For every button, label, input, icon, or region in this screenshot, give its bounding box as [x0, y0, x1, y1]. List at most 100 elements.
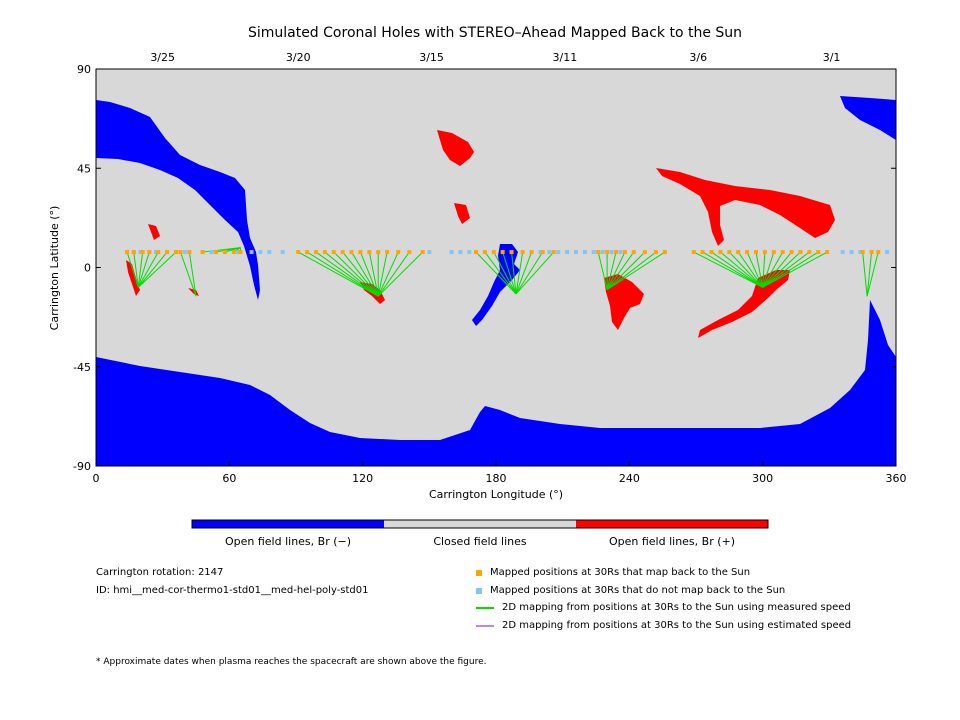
lightblue-square-icon [476, 587, 482, 594]
mapping-line [606, 251, 657, 290]
mapping-line [762, 251, 828, 288]
x-tick-label: 120 [352, 472, 373, 485]
mapping-line [224, 247, 241, 253]
no-map-back-point [209, 250, 214, 255]
map-back-point [140, 250, 145, 255]
no-map-back-point [154, 250, 158, 255]
top-date-label: 3/11 [553, 51, 578, 64]
colorbar-closed [384, 520, 576, 528]
map-back-point [200, 250, 205, 255]
map-back-point [642, 250, 647, 255]
mapping-line [728, 251, 764, 288]
positive-hole-fragment-1 [148, 224, 160, 240]
legend-no-map-back: Mapped positions at 30Rs that do not map… [476, 585, 785, 596]
map-back-point [500, 250, 505, 255]
legend-measured-label: 2D mapping from positions at 30Rs to the… [502, 602, 851, 613]
top-date-label: 3/1 [823, 51, 841, 64]
colorbar-label-positive: Open field lines, Br (+) [609, 535, 735, 548]
north-positive-hole-1 [437, 130, 474, 166]
map-back-point [296, 250, 301, 255]
map-back-point [736, 250, 741, 255]
no-map-back-point [885, 250, 890, 255]
x-tick-label: 360 [886, 472, 907, 485]
no-map-back-point [574, 250, 578, 255]
north-positive-hole-2 [454, 203, 470, 224]
map-back-point [358, 250, 363, 255]
mapping-line [720, 251, 763, 288]
map-back-point [691, 250, 696, 255]
mapping-line [368, 251, 379, 297]
map-back-point [654, 250, 658, 255]
legend-estimated: 2D mapping from positions at 30Rs to the… [476, 620, 851, 631]
mapping-line [755, 251, 764, 288]
no-map-back-point [280, 250, 285, 255]
north-positive-hole-3 [656, 168, 835, 246]
mapping-line [137, 251, 177, 288]
map-back-point [322, 250, 327, 255]
map-back-point [798, 250, 803, 255]
map-back-point [491, 250, 496, 255]
mapping-line [306, 251, 379, 297]
map-back-point [825, 250, 830, 255]
top-date-label: 3/25 [150, 51, 175, 64]
mapping-line [866, 251, 879, 297]
mapping-line [762, 251, 819, 288]
mapping-line [515, 251, 544, 295]
y-tick-label: -90 [73, 460, 91, 473]
map-back-point [367, 250, 372, 255]
no-map-back-point [138, 250, 143, 255]
colorbar-negative [192, 520, 384, 528]
mapping-line [606, 251, 635, 290]
colorbar: Open field lines, Br (−) Closed field li… [191, 519, 769, 548]
map-back-point [231, 250, 236, 255]
colorbar-frame [191, 519, 769, 529]
map-back-point [551, 250, 556, 255]
model-id: ID: hmi__med-cor-thermo1-std01__med-hel-… [96, 585, 369, 596]
mapping-line [475, 251, 517, 295]
map-back-point [131, 250, 136, 255]
map-back-point [762, 250, 767, 255]
x-axis: 0 60 120 180 240 300 360 [93, 461, 907, 485]
legend-no-map-back-label: Mapped positions at 30Rs that do not map… [490, 585, 786, 596]
no-map-back-point [565, 250, 570, 255]
no-map-back-point [267, 250, 272, 255]
mapping-line [333, 251, 379, 297]
map-back-point [631, 250, 636, 255]
mapping-line [866, 252, 873, 297]
map-back-point [780, 250, 785, 255]
colorbar-label-closed: Closed field lines [433, 535, 527, 548]
x-tick-label: 240 [619, 472, 640, 485]
mapping-line [511, 252, 517, 295]
no-map-back-point [582, 250, 587, 255]
y-axis-label: Carrington Latitude (°) [48, 206, 61, 331]
mapping-lines [126, 247, 879, 297]
map-back-point [314, 250, 318, 255]
mapping-line [137, 251, 159, 288]
mapping-line [502, 251, 517, 295]
y-tick-label: 45 [77, 162, 91, 175]
map-back-point [331, 250, 336, 255]
map-back-point [869, 250, 874, 255]
purple-line-icon [476, 624, 494, 627]
no-map-back-point [591, 250, 596, 255]
mapping-line [359, 251, 379, 297]
no-map-back-point [236, 250, 241, 255]
map-back-point [125, 250, 130, 255]
no-map-back-point [547, 250, 552, 255]
map-back-point [407, 250, 412, 255]
green-line-icon [476, 606, 494, 609]
legend-estimated-label: 2D mapping from positions at 30Rs to the… [502, 620, 852, 631]
legend-measured: 2D mapping from positions at 30Rs to the… [476, 602, 851, 613]
no-map-back-point [249, 250, 254, 255]
mapping-line [606, 251, 626, 290]
no-map-back-point [840, 250, 845, 255]
mapping-line [606, 251, 617, 290]
mapping-line [762, 251, 792, 288]
mapping-line [746, 251, 764, 288]
positive-hole-fragment-3 [188, 288, 199, 296]
mapping-line [377, 251, 388, 297]
north-polar-hole-left [96, 100, 260, 300]
orange-square-icon [476, 569, 482, 576]
map-back-point [238, 250, 243, 255]
mapping-line [342, 251, 379, 297]
